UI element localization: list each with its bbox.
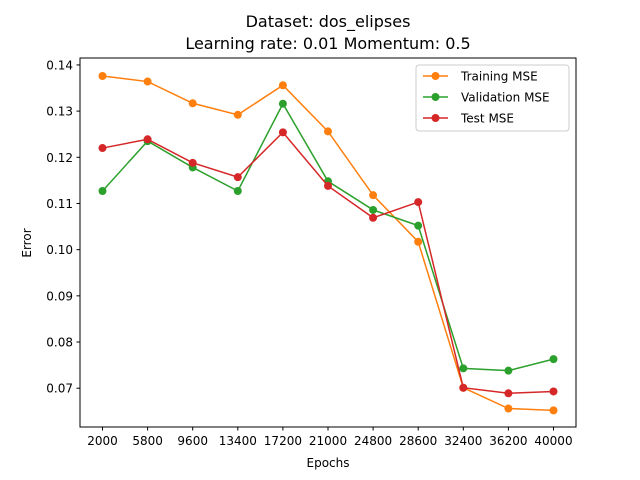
y-tick-label: 0.10 — [46, 243, 73, 257]
data-point-training-mse — [549, 406, 558, 415]
data-point-training-mse — [414, 237, 423, 246]
chart-title-line-2: Learning rate: 0.01 Momentum: 0.5 — [185, 34, 470, 53]
x-tick-label: 24800 — [354, 434, 392, 448]
legend: Training MSE Validation MSE Test MSE — [415, 64, 570, 132]
y-tick-label: 0.14 — [46, 58, 73, 72]
data-point-training-mse — [98, 72, 107, 81]
y-tick-label: 0.09 — [46, 289, 73, 303]
data-point-training-mse — [369, 191, 378, 200]
data-point-training-mse — [233, 110, 242, 119]
legend-marker-validation-mse — [431, 93, 440, 101]
chart-title-line-1: Dataset: dos_elipses — [246, 12, 411, 32]
data-point-validation-mse — [278, 99, 287, 108]
x-tick-label: 40000 — [534, 434, 572, 448]
legend-label-training-mse: Training MSE — [460, 70, 538, 84]
data-point-validation-mse — [98, 187, 107, 196]
x-tick-label: 32400 — [444, 434, 482, 448]
x-tick-label: 21000 — [309, 434, 347, 448]
data-point-test-mse — [324, 181, 332, 190]
x-tick-label: 2000 — [87, 434, 118, 448]
data-point-test-mse — [459, 383, 468, 392]
data-point-training-mse — [504, 404, 513, 413]
legend-marker-training-mse — [431, 72, 440, 80]
x-tick-label: 9600 — [177, 434, 208, 448]
data-point-test-mse — [188, 158, 197, 167]
data-point-training-mse — [188, 99, 197, 108]
data-point-test-mse — [414, 198, 423, 207]
data-point-test-mse — [549, 387, 558, 396]
y-tick-label: 0.08 — [46, 336, 73, 350]
data-point-training-mse — [143, 77, 152, 86]
axes-frame — [79, 57, 577, 428]
data-point-test-mse — [369, 213, 378, 222]
legend-label-validation-mse: Validation MSE — [461, 91, 550, 105]
y-tick-label: 0.12 — [46, 151, 73, 165]
data-point-test-mse — [233, 173, 242, 182]
data-point-test-mse — [143, 135, 152, 144]
data-point-validation-mse — [459, 364, 468, 373]
x-tick-label: 36200 — [489, 434, 527, 448]
data-point-test-mse — [278, 128, 287, 137]
x-tick-label: 28600 — [399, 434, 437, 448]
data-point-training-mse — [278, 81, 287, 90]
y-tick-label: 0.07 — [46, 382, 73, 396]
legend-entries: Training MSE Validation MSE Test MSE — [423, 70, 550, 126]
data-point-validation-mse — [414, 221, 423, 230]
y-axis-title: Error — [20, 228, 34, 257]
legend-label-test-mse: Test MSE — [460, 112, 514, 126]
data-point-test-mse — [98, 144, 107, 153]
x-tick-label: 13400 — [219, 434, 257, 448]
y-tick-label: 0.11 — [46, 197, 73, 211]
plot-area — [98, 72, 558, 415]
legend-marker-test-mse — [431, 114, 440, 122]
data-point-validation-mse — [233, 187, 242, 196]
data-point-validation-mse — [549, 355, 558, 364]
legend-box — [415, 64, 570, 132]
x-tick-label: 5800 — [132, 434, 163, 448]
data-point-training-mse — [324, 127, 332, 136]
data-point-validation-mse — [504, 366, 513, 375]
axes: 2000 5800 9600 13400 17200 21000 24800 28600 324… — [46, 58, 572, 448]
y-tick-label: 0.13 — [46, 105, 73, 119]
x-axis-title: Epochs — [307, 456, 350, 470]
x-tick-label: 17200 — [264, 434, 302, 448]
data-point-test-mse — [504, 389, 513, 398]
data-point-validation-mse — [369, 205, 378, 214]
